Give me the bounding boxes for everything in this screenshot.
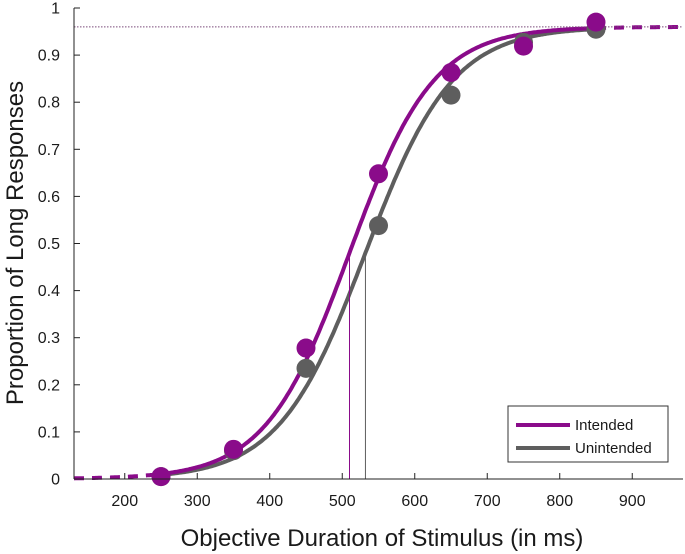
data-point-intended <box>441 63 461 83</box>
data-point-intended <box>296 338 316 358</box>
legend-label-unintended: Unintended <box>575 440 652 457</box>
data-point-intended <box>586 12 606 32</box>
y-tick-label: 0.7 <box>38 142 60 159</box>
y-tick-label: 0.1 <box>38 424 60 441</box>
y-tick-label: 0.3 <box>38 330 60 347</box>
y-tick-label: 0.2 <box>38 377 60 394</box>
x-tick-label: 500 <box>329 493 356 510</box>
x-tick-label: 400 <box>256 493 283 510</box>
y-tick-label: 1 <box>51 1 60 18</box>
y-tick-label: 0.4 <box>38 283 60 300</box>
x-tick-label: 700 <box>474 493 501 510</box>
data-point-unintended <box>296 358 316 378</box>
legend: Intended Unintended <box>507 405 669 463</box>
x-tick-label: 600 <box>401 493 428 510</box>
y-axis-title: Proportion of Long Responses <box>2 81 29 405</box>
fit-extrapolation-left <box>73 471 162 481</box>
y-tick-label: 0 <box>51 472 60 489</box>
data-point-unintended <box>441 85 461 105</box>
y-tick-label: 0.8 <box>38 95 60 112</box>
axes: 0 0.1 0.2 0.3 0.4 0.5 0.6 0.7 0.8 0.9 1 200 300 400 50… <box>38 1 683 510</box>
data-point-intended <box>514 36 533 56</box>
legend-box <box>507 405 669 463</box>
x-tick-label: 800 <box>546 493 573 510</box>
legend-label-intended: Intended <box>575 417 633 434</box>
data-point-unintended <box>369 216 388 236</box>
data-point-intended <box>224 439 243 459</box>
x-tick-label: 200 <box>111 493 138 510</box>
data-points <box>151 12 606 487</box>
data-point-intended <box>151 467 171 487</box>
x-tick-label: 900 <box>619 493 646 510</box>
y-tick-label: 0.9 <box>38 48 60 65</box>
x-tick-label: 300 <box>184 493 211 510</box>
threshold-markers <box>74 26 683 479</box>
y-tick-label: 0.6 <box>38 189 60 206</box>
x-axis-title: Objective Duration of Stimulus (in ms) <box>181 525 584 552</box>
y-tick-label: 0.5 <box>38 236 60 253</box>
data-point-intended <box>369 164 388 184</box>
